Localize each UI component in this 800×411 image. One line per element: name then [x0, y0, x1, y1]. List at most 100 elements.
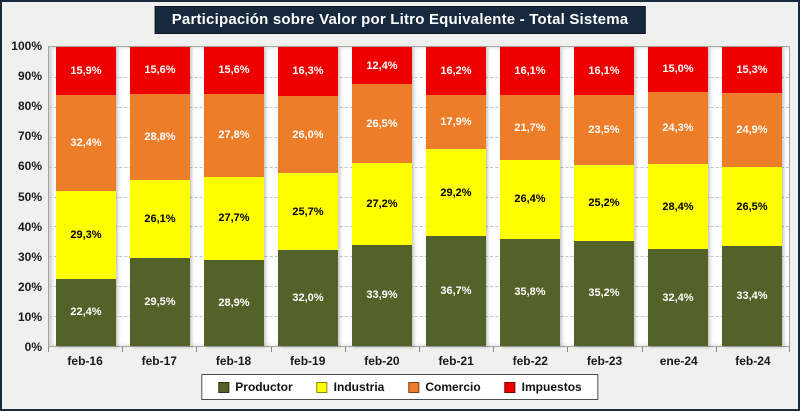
data-label: 32,4%	[662, 291, 694, 304]
data-label: 15,0%	[662, 63, 694, 76]
y-tick-label: 0%	[24, 340, 42, 354]
gridline	[49, 166, 789, 168]
bar-slot-feb-18: 15,6% 27,8% 27,7% 28,9%	[197, 47, 271, 346]
x-axis-label-feb-18: feb-18	[215, 354, 252, 368]
x-tick-mark	[493, 347, 495, 352]
data-label: 16,2%	[440, 65, 472, 78]
x-tick-mark	[641, 347, 643, 352]
data-label: 16,1%	[588, 65, 620, 78]
data-label: 26,1%	[144, 212, 176, 225]
x-axis-ticks	[48, 347, 790, 353]
y-tick-label: 100%	[11, 39, 42, 53]
segment-impuestos-feb-24: 15,3%	[722, 47, 782, 93]
bar-feb-22: 16,1% 21,7% 26,4% 35,8%	[500, 47, 560, 346]
segment-productor-feb-17: 29,5%	[130, 257, 190, 346]
legend-item-comercio: Comercio	[408, 380, 481, 394]
gridline	[49, 316, 789, 318]
y-tick-label: 30%	[17, 249, 42, 264]
segment-industria-feb-23: 25,2%	[574, 165, 634, 241]
bar-feb-24: 15,3% 24,9% 26,5% 33,4%	[722, 47, 782, 346]
bar-slot-feb-17: 15,6% 28,8% 26,1% 29,5%	[123, 47, 197, 346]
bar-slot-ene-24: 15,0% 24,3% 28,4% 32,4%	[641, 47, 715, 346]
x-tick-mark	[419, 347, 420, 352]
data-label: 25,2%	[588, 197, 620, 210]
segment-productor-ene-24: 32,4%	[648, 249, 708, 346]
data-label: 25,7%	[292, 205, 324, 218]
x-axis-label-feb-24: feb-24	[735, 354, 771, 368]
bar-slot-feb-22: 16,1% 21,7% 26,4% 35,8%	[493, 47, 567, 346]
bar-slot-feb-24: 15,3% 24,9% 26,5% 33,4%	[715, 47, 789, 346]
bar-slot-feb-23: 16,1% 23,5% 25,2% 35,2%	[567, 47, 641, 346]
segment-comercio-feb-22: 21,7%	[500, 95, 560, 160]
segment-impuestos-feb-18: 15,6%	[204, 47, 264, 94]
segment-comercio-feb-23: 23,5%	[574, 95, 634, 166]
segment-industria-feb-24: 26,5%	[722, 167, 782, 247]
gridline	[49, 136, 789, 138]
data-label: 27,8%	[218, 129, 250, 142]
segment-productor-feb-20: 33,9%	[352, 244, 412, 346]
segment-impuestos-feb-21: 16,2%	[426, 47, 486, 96]
bar-feb-18: 15,6% 27,8% 27,7% 28,9%	[204, 47, 264, 346]
segment-comercio-feb-20: 26,5%	[352, 84, 412, 164]
x-tick-mark	[270, 347, 272, 352]
bar-slot-feb-19: 16,3% 26,0% 25,7% 32,0%	[271, 47, 345, 346]
y-tick-label: 90%	[17, 69, 42, 84]
segment-productor-feb-24: 33,4%	[722, 246, 782, 346]
segment-productor-feb-21: 36,7%	[426, 236, 486, 346]
y-tick-label: 20%	[17, 279, 42, 294]
data-label: 24,3%	[662, 122, 694, 135]
legend-swatch-industria-icon	[316, 381, 328, 393]
bars-container: 15,9% 32,4% 29,3% 22,4% 15,6% 28,8% 26,1% 29,5%…	[49, 47, 789, 346]
data-label: 36,7%	[440, 285, 472, 298]
y-tick-label: 40%	[17, 219, 42, 234]
legend-label-comercio: Comercio	[425, 380, 481, 394]
bar-slot-feb-16: 15,9% 32,4% 29,3% 22,4%	[49, 47, 123, 346]
data-label: 15,6%	[144, 64, 176, 77]
data-label: 21,7%	[514, 121, 546, 134]
data-label: 16,1%	[514, 65, 546, 78]
bar-slot-feb-20: 12,4% 26,5% 27,2% 33,9%	[345, 47, 419, 346]
segment-productor-feb-18: 28,9%	[204, 259, 264, 346]
segment-comercio-feb-19: 26,0%	[278, 95, 338, 174]
segment-productor-feb-19: 32,0%	[278, 250, 338, 346]
data-label: 24,9%	[736, 123, 768, 136]
x-axis-label-ene-24: ene-24	[659, 354, 698, 368]
segment-industria-feb-22: 26,4%	[500, 160, 560, 239]
data-label: 23,5%	[588, 124, 620, 137]
data-label: 35,8%	[514, 286, 546, 299]
data-label: 27,2%	[366, 197, 398, 210]
segment-comercio-feb-21: 17,9%	[426, 95, 486, 149]
x-tick-mark	[48, 347, 49, 352]
y-tick-label: 70%	[17, 129, 42, 144]
segment-productor-feb-22: 35,8%	[500, 238, 560, 346]
segment-impuestos-ene-24: 15,0%	[648, 47, 708, 92]
legend: Productor Industria Comercio Impuestos	[201, 374, 599, 400]
segment-comercio-ene-24: 24,3%	[648, 91, 708, 165]
data-label: 26,0%	[292, 128, 324, 141]
x-axis-label-feb-19: feb-19	[290, 354, 326, 368]
bar-feb-23: 16,1% 23,5% 25,2% 35,2%	[574, 47, 634, 346]
bar-feb-16: 15,9% 32,4% 29,3% 22,4%	[56, 47, 116, 346]
data-label: 15,9%	[70, 64, 102, 77]
segment-industria-feb-18: 27,7%	[204, 176, 264, 260]
segment-impuestos-feb-22: 16,1%	[500, 47, 560, 96]
data-label: 33,9%	[366, 289, 398, 302]
chart-title: Participación sobre Valor por Litro Equi…	[154, 6, 646, 34]
gridline	[49, 106, 789, 108]
data-label: 29,3%	[70, 229, 102, 242]
legend-item-productor: Productor	[218, 380, 293, 394]
x-tick-mark	[344, 347, 346, 352]
data-label: 28,8%	[144, 130, 176, 143]
data-label: 32,0%	[292, 292, 324, 305]
data-label: 29,2%	[440, 186, 472, 199]
bar-slot-feb-21: 16,2% 17,9% 29,2% 36,7%	[419, 47, 493, 346]
segment-industria-ene-24: 28,4%	[648, 164, 708, 250]
gridline	[49, 226, 789, 228]
y-axis: 100% 90% 80% 70% 60% 50% 40% 30% 20% 10% 0%	[2, 39, 44, 354]
y-tick-label: 10%	[17, 309, 42, 324]
legend-swatch-productor-icon	[218, 381, 230, 393]
segment-industria-feb-16: 29,3%	[56, 191, 116, 279]
gridline	[49, 286, 789, 288]
x-tick-mark	[789, 347, 790, 352]
